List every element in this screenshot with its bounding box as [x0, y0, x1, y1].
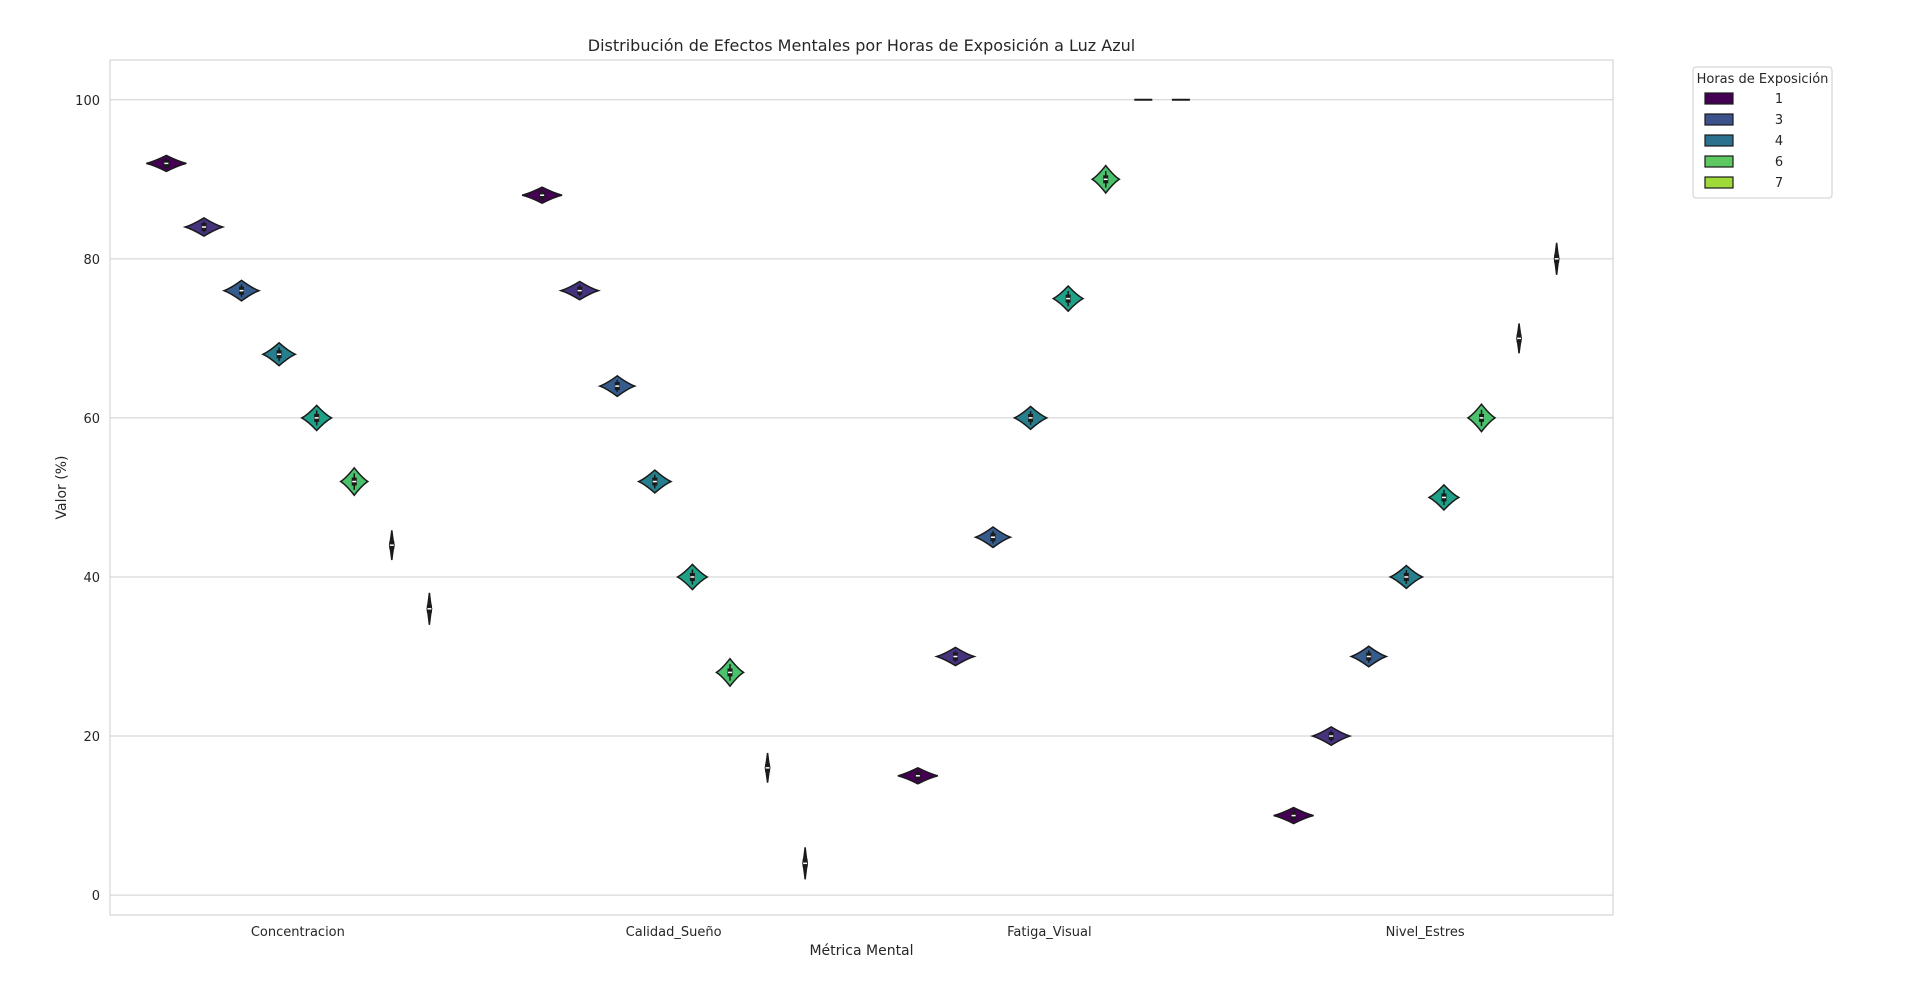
- legend: Horas de Exposición 1 3 4 6 7: [1692, 66, 1833, 199]
- y-tick-label: 0: [92, 889, 100, 904]
- legend-swatch: [1704, 155, 1734, 168]
- violin: [1349, 645, 1389, 668]
- plot-frame: [109, 59, 1614, 916]
- x-tick-label: Fatiga_Visual: [1007, 925, 1092, 940]
- y-axis-ticks: 0 20 40 60 80 100: [75, 94, 100, 904]
- violin: [1051, 284, 1085, 313]
- x-tick-label: Nivel_Estres: [1386, 925, 1465, 940]
- legend-title: Horas de Exposición: [1697, 72, 1829, 87]
- x-axis-label: Métrica Mental: [809, 943, 913, 959]
- violin: [339, 466, 370, 497]
- y-axis-label: Valor (%): [54, 456, 70, 520]
- x-tick-label: Calidad_Sueño: [626, 925, 722, 940]
- violin: [146, 154, 187, 173]
- legend-swatch: [1704, 134, 1734, 147]
- violin: [1553, 242, 1560, 275]
- violin: [182, 217, 226, 238]
- violin: [1309, 726, 1353, 747]
- violin: [521, 186, 563, 205]
- y-tick-label: 20: [83, 730, 100, 745]
- legend-label: 1: [1775, 92, 1783, 107]
- violin: [558, 280, 601, 301]
- violin: [764, 752, 771, 783]
- violin: [221, 279, 262, 302]
- violin: [1012, 405, 1049, 431]
- violin: [1090, 164, 1121, 195]
- violin: [1388, 564, 1425, 590]
- violin: [897, 766, 939, 785]
- legend-label: 4: [1775, 134, 1783, 149]
- legend-swatch: [1704, 92, 1734, 105]
- violin: [261, 341, 298, 367]
- violin: [300, 404, 334, 432]
- legend-swatch: [1704, 176, 1734, 189]
- legend-label: 6: [1775, 155, 1783, 170]
- violin: [973, 525, 1013, 549]
- legend-label: 3: [1775, 113, 1783, 128]
- violins: [146, 98, 1560, 880]
- violin: [675, 563, 709, 591]
- violin: [597, 374, 637, 398]
- violin: [1466, 402, 1497, 433]
- x-tick-label: Concentracion: [251, 925, 345, 940]
- violin: [426, 592, 433, 625]
- violin: [388, 530, 395, 561]
- violin: [1427, 483, 1461, 512]
- violin: [1273, 806, 1314, 825]
- legend-label: 7: [1775, 176, 1783, 191]
- y-tick-label: 80: [83, 253, 100, 268]
- y-tick-label: 100: [75, 94, 100, 109]
- legend-swatch: [1704, 113, 1734, 126]
- violin: [934, 646, 977, 667]
- grid: [110, 99, 1613, 896]
- violin: [715, 657, 745, 688]
- y-tick-label: 60: [83, 412, 100, 427]
- violin: [1516, 323, 1523, 354]
- violin: [802, 847, 809, 880]
- violin: [636, 469, 673, 494]
- x-axis-ticks: Concentracion Calidad_Sueño Fatiga_Visual N…: [251, 925, 1465, 940]
- chart-title: Distribución de Efectos Mentales por Hor…: [588, 36, 1135, 55]
- legend-entries: 1 3 4 6 7: [1704, 92, 1783, 191]
- y-tick-label: 40: [83, 571, 100, 586]
